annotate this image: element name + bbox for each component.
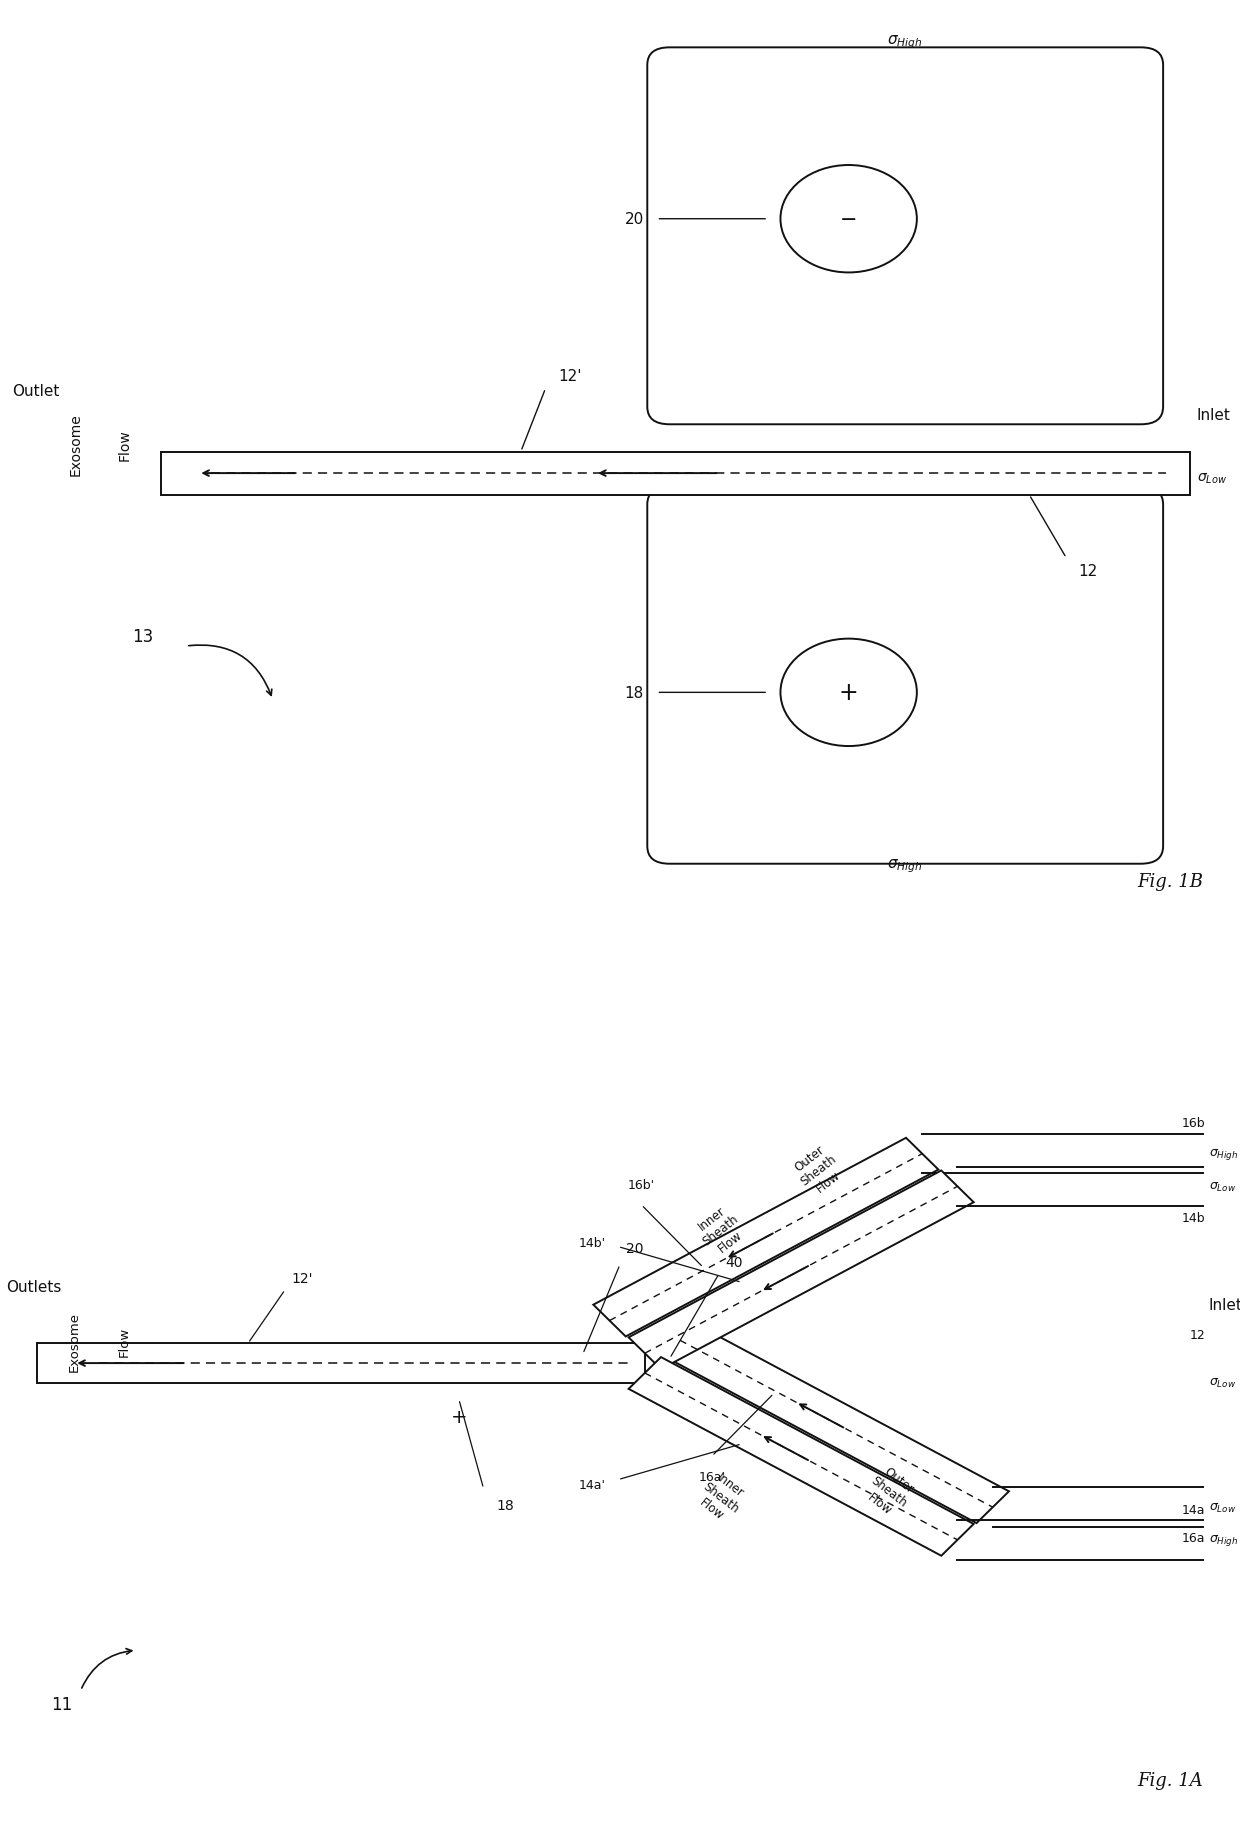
Text: $\sigma_{High}$: $\sigma_{High}$	[1209, 1147, 1239, 1162]
Text: 16b': 16b'	[627, 1179, 655, 1191]
Bar	[37, 1343, 645, 1383]
Text: Inner
Sheath
Flow: Inner Sheath Flow	[691, 1468, 750, 1526]
Text: 14a': 14a'	[578, 1479, 605, 1491]
Text: 13: 13	[131, 628, 154, 646]
Text: 18: 18	[496, 1497, 513, 1512]
Text: $\sigma_{Low}$: $\sigma_{Low}$	[1209, 1501, 1236, 1513]
Text: 16a': 16a'	[698, 1469, 725, 1482]
Text: Flow: Flow	[118, 428, 131, 461]
Text: Exosome: Exosome	[68, 1310, 81, 1371]
Text: 20: 20	[625, 212, 644, 227]
Circle shape	[780, 639, 916, 747]
Text: 11: 11	[51, 1695, 73, 1713]
Text: $\sigma_{High}$: $\sigma_{High}$	[1209, 1532, 1239, 1548]
Text: Inner
Sheath
Flow: Inner Sheath Flow	[691, 1200, 750, 1259]
Polygon shape	[663, 1325, 1009, 1523]
Text: Flow: Flow	[118, 1325, 130, 1356]
Text: Outer
Sheath
Flow: Outer Sheath Flow	[789, 1140, 848, 1200]
Text: 12: 12	[1189, 1329, 1205, 1341]
Text: $\sigma_{Low}$: $\sigma_{Low}$	[1209, 1376, 1236, 1389]
Text: +: +	[838, 681, 858, 705]
Text: Inlets: Inlets	[1209, 1297, 1240, 1312]
FancyBboxPatch shape	[647, 48, 1163, 425]
Text: Outlets: Outlets	[6, 1279, 62, 1294]
Text: 40: 40	[725, 1255, 743, 1270]
Text: 14b: 14b	[1182, 1211, 1205, 1224]
Text: Outer
Sheath
Flow: Outer Sheath Flow	[859, 1462, 919, 1521]
Text: +: +	[450, 1407, 467, 1427]
Text: 18: 18	[625, 686, 644, 701]
Text: $\sigma_{Low}$: $\sigma_{Low}$	[1209, 1180, 1236, 1193]
Text: Fig. 1B: Fig. 1B	[1137, 873, 1203, 891]
Polygon shape	[629, 1358, 973, 1556]
Text: 16b: 16b	[1182, 1116, 1205, 1129]
Polygon shape	[593, 1138, 939, 1336]
Text: $\sigma_{High}$: $\sigma_{High}$	[888, 856, 923, 875]
Text: 14a: 14a	[1182, 1502, 1205, 1515]
Text: 16a: 16a	[1182, 1532, 1205, 1545]
Text: 12': 12'	[291, 1272, 312, 1285]
Text: 12: 12	[1079, 564, 1099, 578]
Text: $\sigma_{High}$: $\sigma_{High}$	[888, 33, 923, 51]
FancyBboxPatch shape	[647, 487, 1163, 864]
Text: −: −	[839, 210, 857, 229]
Text: Outlet: Outlet	[12, 384, 60, 399]
Text: 20: 20	[626, 1243, 644, 1255]
Text: 12': 12'	[558, 370, 582, 384]
Polygon shape	[629, 1171, 973, 1369]
Text: Inlet: Inlet	[1197, 408, 1230, 423]
Text: 14b': 14b'	[578, 1235, 605, 1248]
Text: Exosome: Exosome	[68, 414, 82, 476]
Text: $\sigma_{Low}$: $\sigma_{Low}$	[1197, 472, 1226, 487]
Bar	[161, 452, 1190, 496]
Text: Fig. 1A: Fig. 1A	[1137, 1771, 1203, 1790]
Circle shape	[780, 167, 916, 273]
